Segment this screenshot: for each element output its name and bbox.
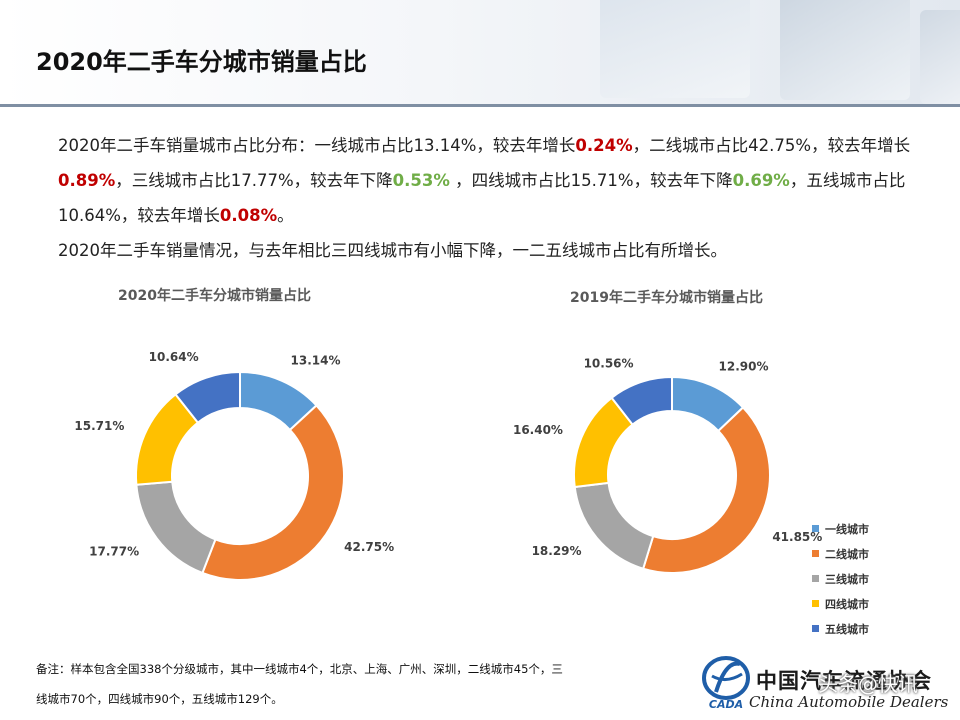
donut-slice-0-4 <box>174 370 241 425</box>
donut-slice-1-2 <box>573 481 655 570</box>
donut-label-0-1: 42.75% <box>344 540 394 554</box>
donut-label-1-0: 12.90% <box>719 360 769 374</box>
legend-item-3: 四线城市 <box>812 591 869 616</box>
organization-name-cn: 中国汽车流通协会 <box>756 669 932 693</box>
donut-slice-1-1 <box>641 406 771 574</box>
decor-cube <box>920 10 960 104</box>
decor-cube <box>780 0 910 100</box>
legend-label: 五线城市 <box>825 622 869 636</box>
legend-item-2: 三线城市 <box>812 566 869 591</box>
donut-label-0-4: 10.64% <box>149 350 199 364</box>
donut-label-1-2: 18.29% <box>532 544 582 558</box>
cada-logo-icon: CADA <box>702 656 750 710</box>
legend-label: 二线城市 <box>825 547 869 561</box>
donut-label-1-3: 16.40% <box>513 423 563 437</box>
legend-swatch <box>812 550 819 557</box>
footnote-line-1: 备注：样本包含全国338个分级城市，其中一线城市4个，北京、上海、广州、深圳，二… <box>36 662 563 676</box>
donut-label-0-2: 17.77% <box>89 545 139 559</box>
donut-slice-1-4 <box>610 375 673 426</box>
donut-slice-0-2 <box>135 480 217 575</box>
logo-text: CADA <box>709 698 743 710</box>
legend-label: 四线城市 <box>825 597 869 611</box>
legend-swatch <box>812 625 819 632</box>
page-title: 2020年二手车分城市销量占比 <box>36 48 367 76</box>
legend-label: 三线城市 <box>825 572 869 586</box>
donut-label-0-3: 15.71% <box>74 419 124 433</box>
organization-name-en: China Automobile Dealers <box>749 693 949 711</box>
footnote-line-2: 线城市70个，四线城市90个，五线城市129个。 <box>36 692 283 706</box>
intro-paragraph-1: 2020年二手车销量城市占比分布：一线城市占比13.14%，较去年增长0.24%… <box>58 136 911 225</box>
legend-item-4: 五线城市 <box>812 616 869 641</box>
chart-title-2019: 2019年二手车分城市销量占比 <box>570 290 763 306</box>
legend-item-0: 一线城市 <box>812 516 869 541</box>
donut-label-1-4: 10.56% <box>584 356 634 370</box>
legend-swatch <box>812 525 819 532</box>
legend-label: 一线城市 <box>825 522 869 536</box>
legend-swatch <box>812 575 819 582</box>
footnote: 备注：样本包含全国338个分级城市，其中一线城市4个，北京、上海、广州、深圳，二… <box>36 654 656 714</box>
legend-item-1: 二线城市 <box>812 541 869 566</box>
legend-swatch <box>812 600 819 607</box>
donut-label-0-0: 13.14% <box>291 354 341 368</box>
decor-cube <box>600 0 750 98</box>
watermark: 头条@快讯 <box>818 672 918 696</box>
header-divider <box>0 104 960 107</box>
chart-legend: 一线城市二线城市三线城市四线城市五线城市 <box>812 516 869 641</box>
donut-slice-0-1 <box>201 404 345 581</box>
intro-paragraph-2: 2020年二手车销量情况，与去年相比三四线城市有小幅下降，一二五线城市占比有所增… <box>58 241 727 260</box>
chart-title-2020: 2020年二手车分城市销量占比 <box>118 288 311 304</box>
header-banner <box>0 0 960 104</box>
intro-text: 2020年二手车销量城市占比分布：一线城市占比13.14%，较去年增长0.24%… <box>58 128 928 268</box>
donut-label-1-1: 41.85% <box>772 530 822 544</box>
